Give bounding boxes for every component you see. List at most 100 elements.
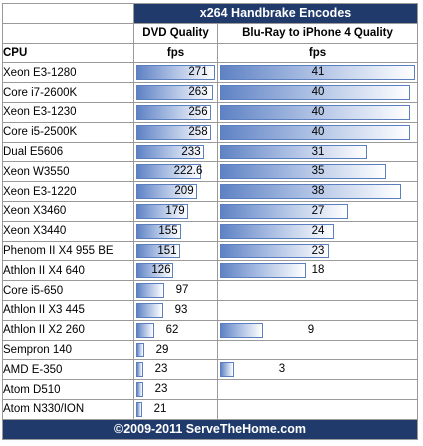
bluray-bar-cell: 3 [217,359,418,381]
dvd-bar-cell: 97 [133,280,218,301]
dvd-bar-cell: 155 [133,220,218,242]
bluray-bar-cell: 38 [217,181,418,202]
dvd-bar-cell: 23 [133,379,218,400]
bluray-bar-cell: 23 [217,240,418,262]
bar [136,243,180,259]
bar [136,382,143,397]
unit-label-dvd: fps [133,42,218,64]
data-label: 256 [188,105,208,118]
data-label: 126 [151,264,171,277]
bar [136,164,201,180]
bluray-bar-cell: 40 [217,101,418,123]
bar [220,322,263,338]
bar [136,85,213,100]
title-row: x264 Handbrake Encodes [2,3,418,24]
series-name-dvd: DVD Quality [133,22,218,44]
header-blank-cell [2,22,134,44]
dvd-bar-cell: 62 [133,319,218,341]
data-label: 31 [311,145,325,158]
table-row: Core i5-650 97 [2,280,418,301]
dvd-bar-cell: 271 [133,62,218,84]
data-label: 258 [188,125,208,138]
copyright-footer: ©2009-2011 ServeTheHome.com [2,418,418,440]
data-label: 155 [158,224,178,237]
bluray-bar-cell [217,299,418,321]
data-label: 40 [311,105,325,118]
data-label: 29 [155,343,169,356]
footer-row: ©2009-2011 ServeTheHome.com [2,418,418,440]
cpu-label: Xeon X3460 [2,200,134,222]
bar [136,65,215,81]
cpu-label: Xeon E3-1280 [2,62,134,84]
data-label: 222.6 [173,165,203,178]
data-label: 24 [311,224,325,237]
dvd-bar-cell: 256 [133,101,218,123]
cpu-label: Xeon X3440 [2,220,134,242]
data-label: 40 [311,86,325,99]
data-label: 18 [311,264,325,277]
bar [220,85,410,100]
cpu-label: Phenom II X4 955 BE [2,240,134,262]
bar [136,302,163,318]
bluray-bar-cell: 40 [217,82,418,103]
bluray-bar-cell: 40 [217,121,418,143]
cpu-label: Xeon W3550 [2,161,134,183]
bar [136,401,142,417]
cpu-label: Athlon II X2 260 [2,319,134,341]
bluray-bar-cell: 41 [217,62,418,84]
cpu-label: Core i5-650 [2,280,134,301]
dvd-bar-cell: 23 [133,359,218,381]
data-label: 23 [311,244,325,257]
table-row: Core i5-2500K 258 40 [2,121,418,143]
bluray-bar-cell [217,280,418,301]
data-label: 41 [311,66,325,79]
dvd-bar-cell: 29 [133,339,218,361]
bar [136,362,143,378]
cpu-label: Xeon E3-1230 [2,101,134,123]
bluray-bar-cell [217,339,418,361]
cpu-label: Atom N330/ION [2,398,134,420]
table-row: AMD E-350 23 3 [2,359,418,381]
cpu-label: Xeon E3-1220 [2,181,134,202]
unit-header-row: CPU fps fps [2,42,418,64]
dvd-bar-cell: 151 [133,240,218,262]
bluray-bar-cell: 9 [217,319,418,341]
data-label: 271 [188,66,208,79]
chart-title: x264 Handbrake Encodes [133,3,418,24]
bluray-bar-cell [217,398,418,420]
bar [136,203,188,219]
data-label: 40 [311,125,325,138]
bar [136,342,144,358]
cpu-label: AMD E-350 [2,359,134,381]
bar [220,184,401,199]
bar [220,65,415,81]
bar [220,104,410,120]
series-header-row: DVD Quality Blu-Ray to iPhone 4 Quality [2,22,418,44]
dvd-bar-cell: 258 [133,121,218,143]
bar [220,203,348,219]
bar [220,362,234,378]
cpu-label: Athlon II X4 640 [2,260,134,282]
dvd-bar-cell: 21 [133,398,218,420]
bar [220,144,367,160]
dvd-bar-cell: 263 [133,82,218,103]
cpu-column-header: CPU [2,42,134,64]
bar [220,164,386,180]
bar [136,144,204,160]
table-row: Xeon E3-1230 256 40 [2,101,418,123]
data-label: 93 [174,303,188,316]
data-label: 97 [175,284,189,297]
data-label: 21 [153,402,167,415]
series-name-bluray: Blu-Ray to iPhone 4 Quality [217,22,418,44]
dvd-bar-cell: 93 [133,299,218,321]
bluray-bar-cell: 27 [217,200,418,222]
bar [136,283,164,298]
bluray-bar-cell [217,379,418,400]
bar [220,124,410,140]
table-row: Xeon E3-1280 271 41 [2,62,418,84]
bar [136,104,211,120]
data-label: 179 [165,204,185,217]
table-row: Atom D510 23 [2,379,418,400]
data-label: 35 [311,165,325,178]
table-row: Athlon II X2 260 62 9 [2,319,418,341]
